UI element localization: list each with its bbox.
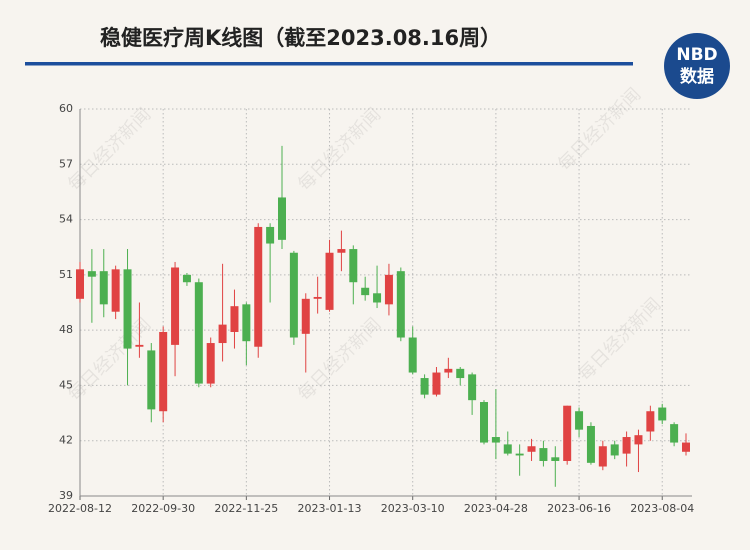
logo-bottom: 数据 [680, 66, 714, 87]
candle-body [384, 274, 393, 305]
candle-body [610, 444, 619, 456]
candle-body [76, 269, 84, 299]
candle-body [230, 306, 239, 332]
x-tick-label: 2023-03-10 [381, 502, 445, 515]
candle-body [468, 374, 477, 401]
logo-top: NBD [676, 45, 717, 65]
candle-body [432, 372, 441, 395]
candle-body [682, 442, 690, 452]
candle-body [254, 226, 263, 347]
candle-body [182, 274, 191, 283]
candle-body [551, 457, 560, 461]
candle-body [313, 296, 322, 299]
x-tick-label: 2022-08-12 [48, 502, 112, 515]
candle-body [670, 424, 679, 443]
candle-body [503, 444, 512, 454]
x-tick-label: 2023-06-16 [547, 502, 611, 515]
chart-title: 稳健医疗周K线图（截至2023.08.16周） [100, 26, 501, 50]
y-tick-label: 57 [59, 157, 73, 170]
candle-body [266, 226, 275, 244]
candle-body [337, 249, 346, 253]
candle-body [480, 402, 488, 443]
candle-body [135, 344, 144, 347]
x-tick-label: 2022-11-25 [214, 502, 278, 515]
candle-body [242, 304, 251, 342]
y-tick-label: 45 [59, 378, 73, 391]
candle-body [646, 411, 655, 432]
candle-body [289, 252, 298, 338]
candle-body [123, 269, 132, 349]
candle-body [349, 249, 358, 283]
logo [664, 33, 730, 99]
candle-body [456, 368, 465, 379]
candle-body [634, 435, 643, 445]
candle-body [111, 269, 120, 312]
candle-body [206, 343, 215, 384]
y-tick-label: 51 [59, 268, 73, 281]
candle-body [420, 378, 429, 395]
x-tick-label: 2023-04-28 [464, 502, 528, 515]
candle-body [87, 271, 96, 277]
y-tick-label: 39 [59, 489, 73, 502]
candle-body [539, 448, 548, 461]
candle-body [527, 446, 536, 452]
y-tick-label: 42 [59, 434, 73, 447]
candle-body [194, 282, 203, 384]
x-tick-label: 2022-09-30 [131, 502, 195, 515]
candle-body [278, 197, 286, 240]
title-underline [25, 62, 633, 66]
candle-body [218, 324, 227, 344]
candle-body [586, 425, 595, 463]
candle-body [171, 267, 180, 345]
candle-body [444, 368, 453, 373]
candle-body [563, 405, 572, 461]
candle-body [147, 350, 156, 410]
candle-body [491, 437, 500, 443]
candle-body [658, 407, 667, 421]
candle-body [408, 337, 417, 373]
candle-body [325, 252, 334, 310]
candle-body [396, 271, 405, 338]
y-tick-label: 54 [59, 213, 73, 226]
x-tick-label: 2023-08-04 [630, 502, 694, 515]
y-tick-label: 48 [59, 323, 73, 336]
candle-body [159, 331, 168, 412]
candle-body [361, 287, 370, 296]
candle-body [575, 411, 584, 430]
y-tick-label: 60 [59, 102, 73, 115]
candle-body [598, 446, 607, 467]
candle-body [301, 298, 310, 334]
candle-body [515, 453, 524, 456]
candle-body [99, 271, 108, 305]
x-tick-label: 2023-01-13 [298, 502, 362, 515]
candle-body [622, 437, 631, 454]
candle-body [373, 293, 382, 303]
